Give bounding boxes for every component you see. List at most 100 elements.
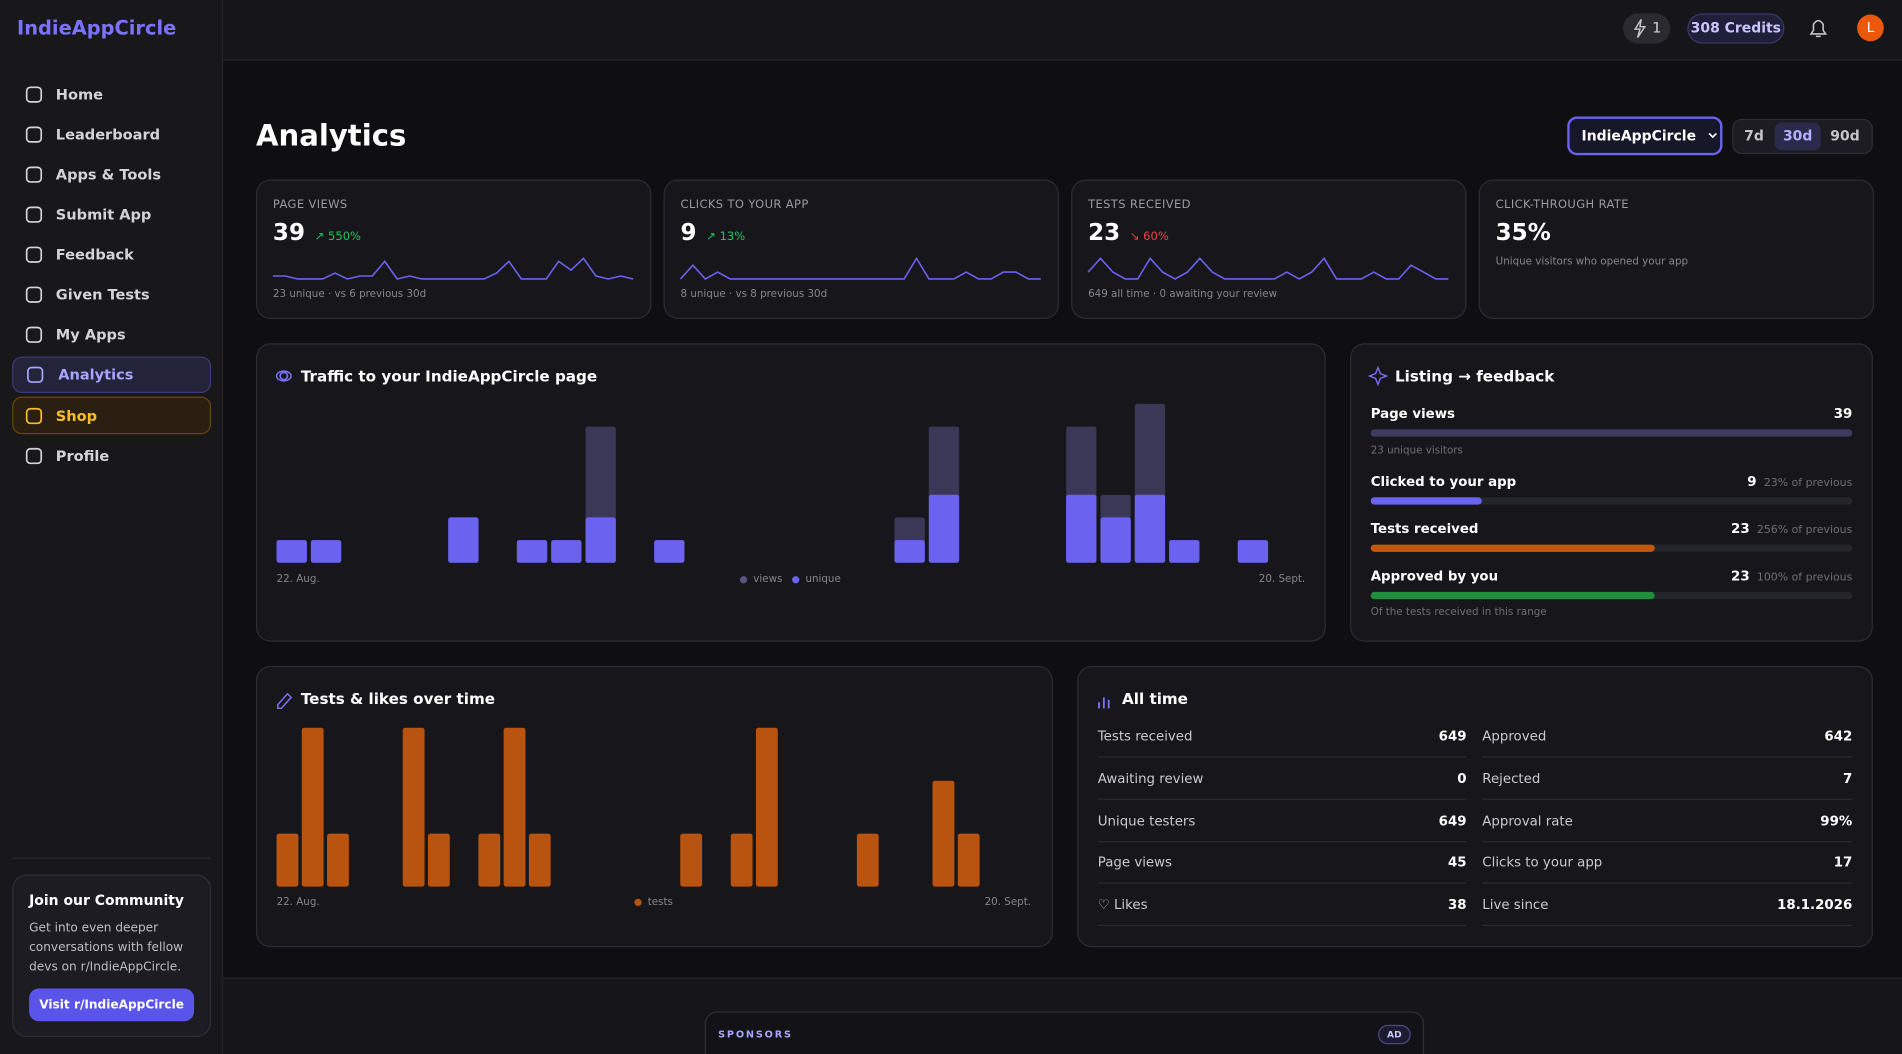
alltime-title: All time — [1122, 689, 1188, 708]
listing-sub: Of the tests received in this range — [1370, 606, 1547, 619]
traffic-bar — [1237, 540, 1269, 563]
nav-icon — [25, 407, 43, 425]
alltime-value: 7 — [1842, 770, 1853, 787]
listing-bar — [1370, 429, 1853, 437]
credits-pill[interactable] — [1687, 13, 1785, 44]
x-end-label: 20. Sept. — [1258, 573, 1306, 586]
app-select[interactable] — [1567, 116, 1723, 156]
nav-icon — [25, 126, 43, 143]
tests-bar — [427, 833, 450, 887]
listing-value: 9 — [1747, 473, 1757, 490]
tests-bar — [478, 833, 501, 887]
nav-item[interactable]: Home — [55, 86, 104, 104]
listing-note: 256% of previous — [1756, 524, 1853, 537]
nav-icon — [27, 366, 44, 383]
nav-icon — [25, 246, 43, 263]
sparkline — [272, 257, 634, 280]
nav-icon — [25, 206, 43, 223]
page-title: Analytics — [255, 118, 407, 153]
nav-item[interactable]: My Apps — [55, 326, 126, 344]
legend-dot — [634, 898, 642, 907]
listing-value: 23 — [1731, 568, 1750, 585]
stat-row: 23 ↘ 60% — [1088, 220, 1169, 247]
stat-change: ↘ 60% — [1129, 230, 1169, 244]
tests-title: Tests & likes over time — [300, 689, 496, 708]
traffic-bar — [894, 540, 925, 563]
nav-item[interactable]: Analytics — [58, 366, 134, 384]
chevron — [1708, 132, 1718, 139]
eye-icon — [275, 370, 292, 382]
nav-item[interactable]: Given Tests — [55, 286, 150, 304]
nav-item[interactable]: Feedback — [55, 246, 134, 264]
community-button[interactable] — [29, 988, 195, 1022]
alltime-card — [1077, 665, 1873, 948]
alltime-label: Awaiting review — [1097, 770, 1204, 787]
listing-label: Clicked to your app — [1370, 473, 1517, 490]
alltime-value: 649 — [1438, 728, 1467, 745]
ad-badge — [1377, 1024, 1411, 1045]
nav-shop-bg — [12, 396, 212, 435]
traffic-bar — [1100, 517, 1131, 563]
range-option[interactable]: 30d — [1782, 127, 1813, 145]
stat-value: 39 — [272, 219, 306, 247]
credits[interactable]: 308 Credits — [1690, 19, 1781, 37]
nav-item[interactable]: Leaderboard — [55, 126, 161, 144]
stat-card — [663, 179, 1059, 319]
traffic-bar — [1134, 494, 1166, 563]
traffic-bar — [585, 517, 616, 563]
nav-item[interactable]: Shop — [55, 407, 98, 425]
nav-icon — [25, 286, 43, 303]
listing-track — [1370, 497, 1853, 505]
tests-bar — [402, 727, 425, 887]
listing-sub: 23 unique visitors — [1370, 445, 1463, 458]
tests-bar — [327, 833, 349, 887]
alltime-value: 642 — [1824, 728, 1853, 745]
stat-note: 8 unique · vs 8 previous 30d — [680, 288, 828, 301]
alltime-label: Approval rate — [1482, 813, 1573, 830]
traffic-bar — [654, 540, 685, 563]
listing-value: 23 — [1731, 520, 1750, 537]
avatar[interactable] — [1857, 14, 1884, 42]
stat-change: ↗ 550% — [314, 230, 361, 244]
sparkline — [1087, 257, 1449, 280]
alltime-label: Clicks to your app — [1482, 854, 1603, 871]
bolt-icon — [1633, 19, 1647, 39]
range-option[interactable]: 90d — [1830, 127, 1860, 145]
alltime-label: Rejected — [1482, 770, 1541, 787]
app-select-label[interactable]: IndieAppCircle — [1581, 127, 1697, 145]
stat-label: CLICK-THROUGH RATE — [1495, 198, 1629, 212]
range-option[interactable]: 7d — [1744, 127, 1764, 145]
tests-card — [255, 665, 1053, 948]
legend-dot — [739, 576, 748, 584]
alltime-value: 38 — [1447, 896, 1467, 913]
community-button-label[interactable]: Visit r/IndieAppCircle — [39, 998, 184, 1013]
listing-value: 39 — [1833, 405, 1853, 422]
listing-label: Page views — [1370, 405, 1455, 422]
bell-icon — [1809, 19, 1828, 38]
nav-item[interactable]: Submit App — [55, 206, 152, 224]
avatar-letter[interactable]: L — [1866, 20, 1875, 36]
sponsor-card — [704, 1011, 1425, 1054]
nav-active-bg — [12, 356, 212, 393]
tests-bar — [856, 833, 879, 887]
nav-icon — [25, 166, 43, 183]
pencil-icon — [277, 692, 293, 710]
nav-item[interactable]: Apps & Tools — [55, 166, 162, 184]
stat-value: 35% — [1495, 219, 1551, 247]
listing-value-group: 9 23% of previous — [1747, 474, 1852, 490]
tests-bar — [932, 780, 955, 887]
stat-note: 23 unique · vs 6 previous 30d — [272, 288, 427, 301]
stat-value: 23 — [1088, 219, 1121, 247]
alltime-value: 18.1.2026 — [1777, 896, 1853, 913]
stat-value: 9 — [680, 219, 697, 247]
sparkle-icon — [1367, 365, 1389, 387]
nav-item[interactable]: Profile — [55, 447, 110, 465]
stat-note: 649 all time · 0 awaiting your review — [1088, 288, 1278, 301]
traffic-bar — [1066, 494, 1097, 563]
stat-card — [255, 179, 652, 319]
listing-note: 23% of previous — [1763, 477, 1853, 490]
boost-count[interactable]: 1 — [1652, 19, 1662, 37]
legend-label: tests — [647, 896, 673, 909]
boost-pill[interactable] — [1623, 13, 1671, 44]
